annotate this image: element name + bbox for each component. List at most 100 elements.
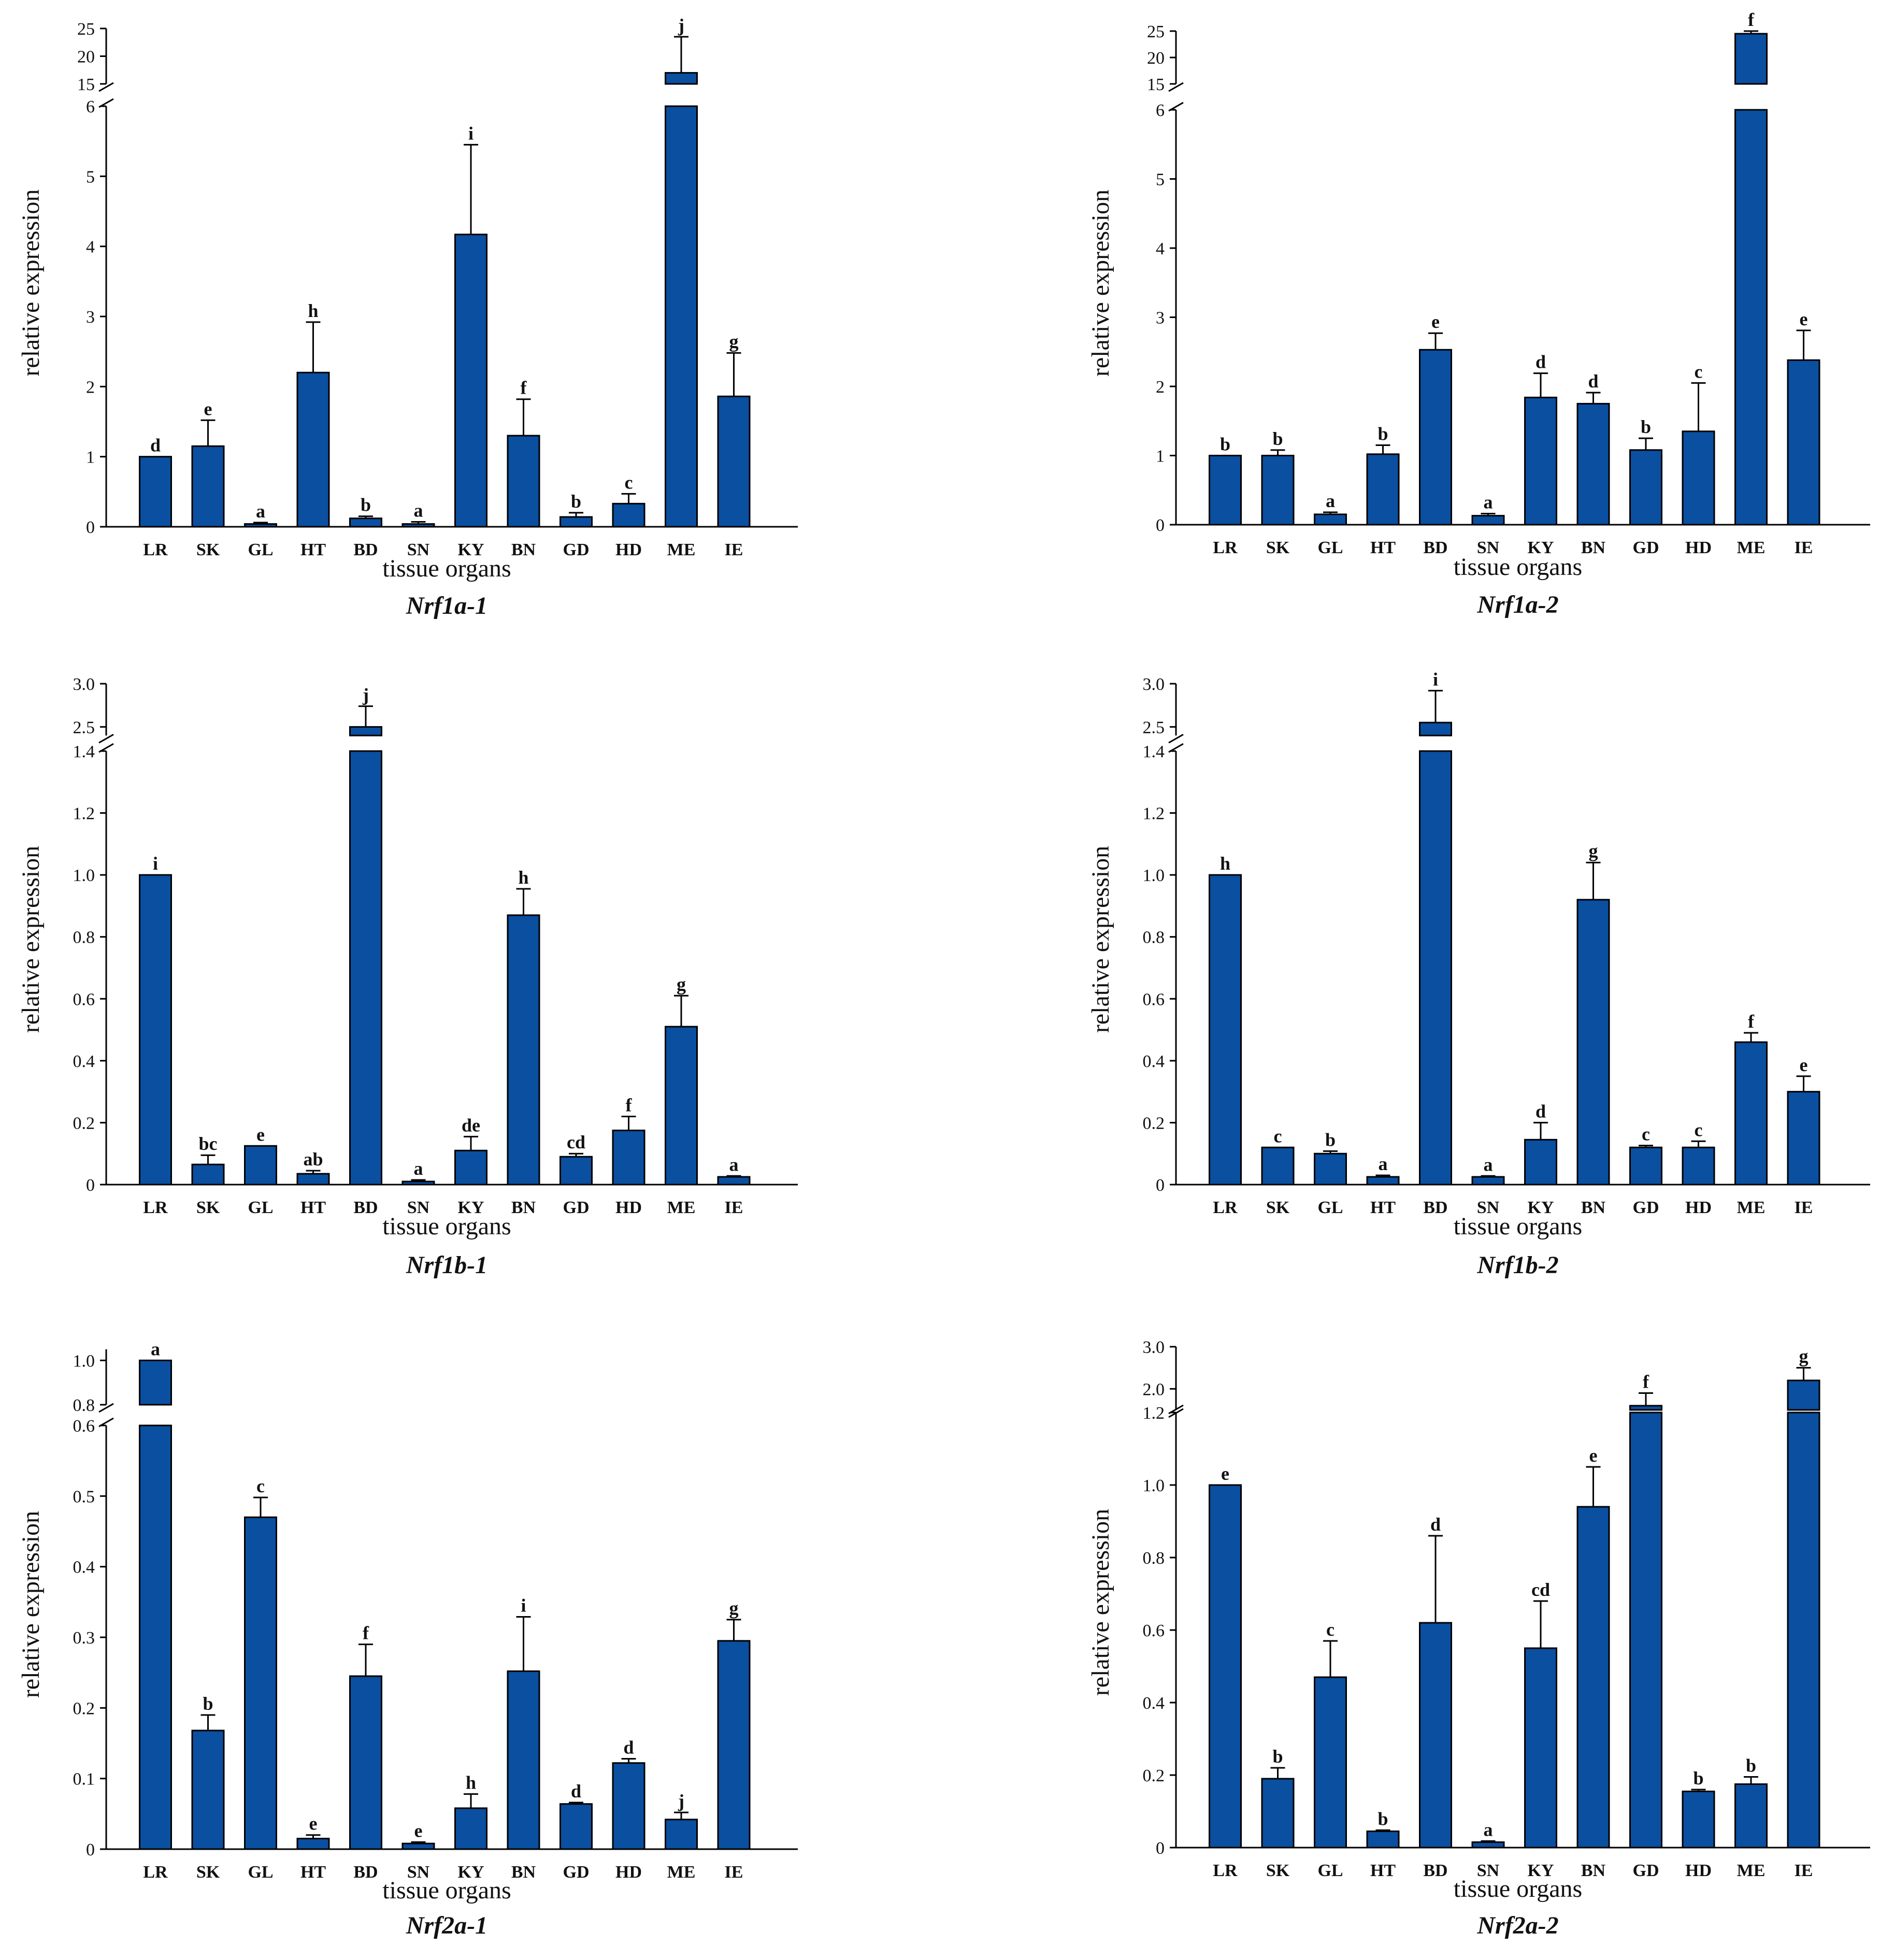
y-tick-label: 3 [86,308,95,327]
bar-sk [191,1730,225,1850]
bar-me [1734,1041,1768,1186]
bar-sk [191,1163,225,1186]
bar-sk [1261,455,1295,526]
bar-ht [296,1838,330,1850]
bar-upper-segment [139,1359,172,1406]
significance-letter: f [626,1094,633,1115]
significance-letter: e [414,1820,423,1841]
significance-letter: j [678,1791,684,1811]
bar-ht [1366,453,1400,526]
x-tick-label: IE [725,540,743,559]
bar-bn [1576,899,1610,1186]
x-axis-title: tissue organs [382,1213,511,1240]
y-tick-label: 0.5 [73,1487,95,1506]
x-tick-label: LR [1213,1198,1238,1217]
significance-letter: i [153,853,158,874]
y-axis-title: relative expression [17,189,45,376]
y-tick-label: 1.0 [1143,866,1165,885]
x-axis-title: tissue organs [1454,1213,1582,1240]
bar-gl [1314,513,1347,526]
y-tick-label: 0 [1156,1839,1165,1858]
significance-letter: b [1378,423,1388,444]
significance-letter: h [466,1772,476,1793]
significance-letter: e [1589,1445,1598,1466]
y-tick-label: 20 [1147,49,1165,68]
bar-lr [1209,1484,1242,1849]
bar-gd [559,516,593,528]
y-tick-label: 0 [1156,1176,1165,1195]
x-tick-label: KY [458,1198,484,1217]
x-tick-label: IE [1795,1198,1813,1217]
y-tick-label: 2 [1156,378,1165,397]
significance-letter: h [518,867,528,888]
y-tick-label: 1.4 [1143,742,1165,761]
bar-sn [1471,515,1505,526]
x-tick-label: GL [248,1863,273,1882]
significance-letter: b [1693,1768,1703,1789]
x-tick-label: HT [300,1863,326,1882]
bar-ht [296,1173,330,1186]
significance-letter: c [1326,1619,1335,1640]
y-tick-label: 1.4 [73,742,95,761]
significance-letter: b [1220,434,1230,455]
x-tick-label: GD [563,540,590,559]
bar-me [1734,109,1768,526]
y-tick-label: 1.2 [1143,804,1165,824]
panel-title: Nrf1b-1 [406,1251,487,1279]
bar-hd [1682,1146,1715,1186]
x-tick-label: KY [458,1863,484,1882]
x-tick-label: GL [1317,1198,1343,1217]
y-tick-label: 20 [77,48,95,67]
bar-ht [1366,1176,1400,1186]
bar-hd [1682,1791,1715,1849]
x-tick-label: GD [1633,1861,1659,1880]
x-tick-label: SN [407,1198,430,1217]
x-tick-label: SK [1266,538,1290,557]
x-tick-label: IE [725,1198,743,1217]
significance-letter: g [677,974,686,995]
bar-lr [139,456,172,528]
y-tick-label: 0.2 [1143,1766,1165,1785]
significance-letter: b [1378,1808,1388,1829]
panel-title: Nrf1a-2 [1476,591,1558,618]
significance-letter: d [1430,1514,1441,1535]
significance-letter: b [1641,416,1651,437]
y-axis-title: relative expression [17,1511,45,1698]
x-axis-title: tissue organs [382,555,511,582]
significance-letter: a [414,500,423,521]
x-tick-label: ME [667,1198,696,1217]
y-tick-label: 4 [1156,239,1165,258]
bar-sk [191,445,225,528]
significance-letter: cd [1531,1579,1550,1600]
x-tick-label: KY [1528,1198,1554,1217]
bar-upper-segment [1734,33,1768,85]
significance-letter: d [1536,1101,1546,1121]
y-tick-label: 0.1 [73,1770,95,1789]
x-tick-label: HD [615,1198,642,1217]
y-tick-label: 0.2 [73,1699,95,1718]
y-tick-label: 1 [86,448,95,467]
y-tick-label: 1.2 [73,804,95,824]
y-axis-title: relative expression [1087,1509,1114,1696]
bar-ie [1787,1411,1820,1849]
significance-letter: a [1484,1819,1493,1840]
bar-ie [1787,1091,1820,1186]
bar-lr [139,1424,172,1850]
bar-gd [559,1803,593,1850]
x-axis-title: tissue organs [1454,553,1582,581]
x-tick-label: GD [1633,1198,1659,1217]
bar-lr [1209,455,1242,526]
x-tick-label: HD [615,1863,642,1882]
y-tick-label: 0.2 [73,1114,95,1133]
significance-letter: f [363,1623,369,1644]
x-tick-label: SN [1477,1861,1500,1880]
bar-lr [139,874,172,1186]
bar-gd [1629,1146,1662,1186]
bar-sk [1261,1146,1295,1186]
x-tick-label: IE [1795,1861,1813,1880]
significance-letter: a [729,1154,739,1175]
bar-hd [612,1762,645,1850]
bar-me [665,1819,698,1850]
y-axis-title: relative expression [1087,846,1114,1033]
bar-gl [244,1145,277,1186]
